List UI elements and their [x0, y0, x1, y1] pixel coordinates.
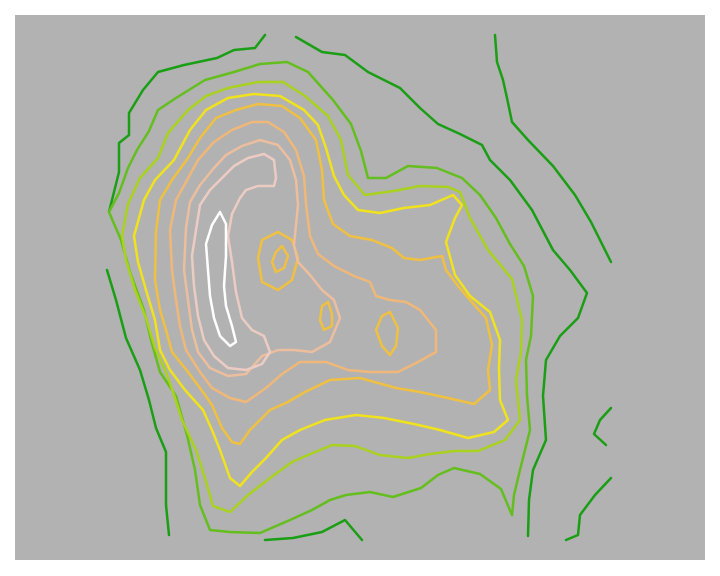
contour-lines: [105, 33, 613, 542]
contour-line-level-1-5: [564, 476, 613, 542]
contour-line-level-3-9: [120, 80, 524, 514]
contour-line-level-5-13: [270, 244, 290, 274]
contour-line-level-2-8: [107, 210, 514, 535]
contour-line-level-1-2: [493, 33, 613, 264]
contour-line-level-6-16: [168, 120, 438, 404]
contour-line-level-7-17: [182, 138, 342, 378]
contour-line-level-1-1: [294, 35, 589, 538]
contour-line-level-1-4: [592, 406, 613, 447]
contour-line-level-5-15: [318, 300, 334, 332]
contour-line-level-5-11: [153, 102, 494, 446]
contour-line-level-4-10: [132, 92, 510, 488]
contour-line-level-2-7: [107, 60, 535, 517]
contour-line-level-1-3: [105, 268, 171, 537]
contour-line-level-9-19: [204, 210, 238, 348]
contour-line-level-1-6: [263, 518, 364, 542]
plot-area: [15, 15, 705, 560]
contour-line-level-5-14: [374, 310, 400, 357]
contour-line-level-1-0: [107, 33, 267, 214]
contour-line-level-8-18: [190, 152, 278, 372]
